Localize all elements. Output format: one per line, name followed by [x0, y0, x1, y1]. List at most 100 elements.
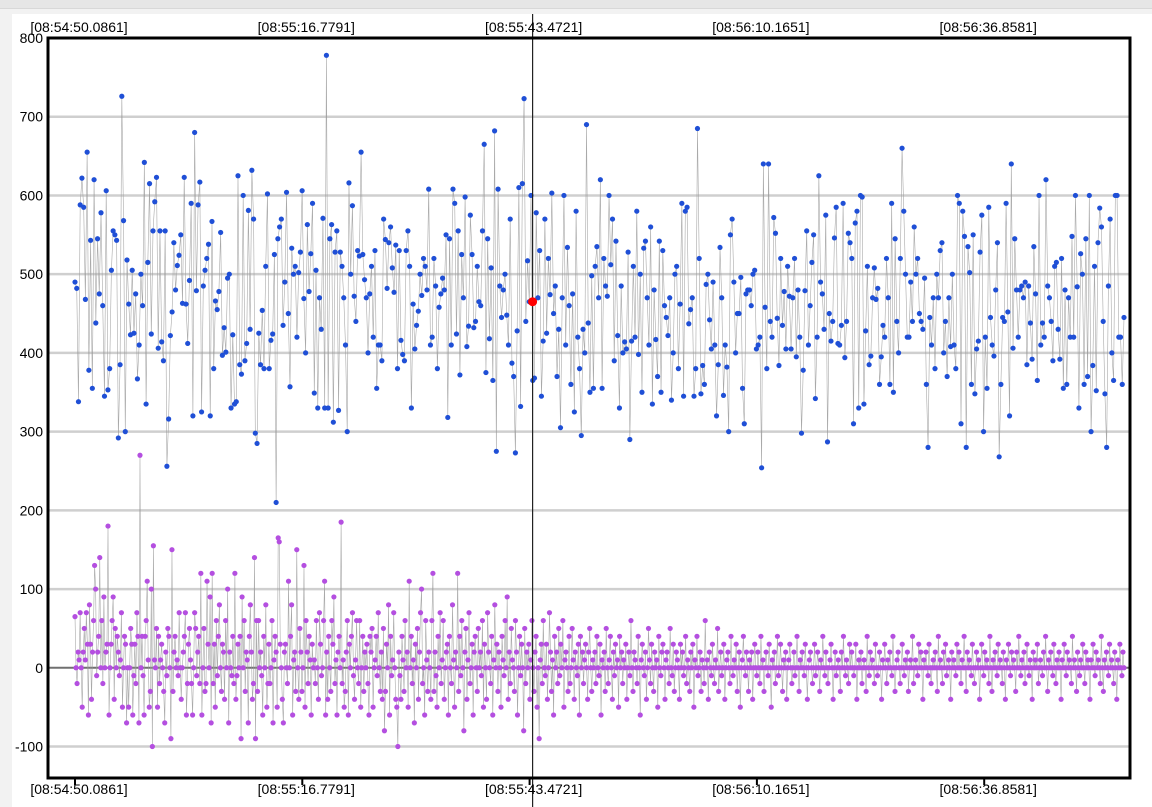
series-0-point[interactable] [472, 318, 479, 325]
series-1-point[interactable] [728, 633, 734, 639]
series-1-point[interactable] [1119, 673, 1125, 679]
series-0-point[interactable] [606, 192, 612, 199]
series-0-point[interactable] [894, 318, 900, 325]
series-1-point[interactable] [910, 680, 917, 687]
series-1-point[interactable] [237, 633, 243, 639]
series-1-point[interactable] [774, 633, 781, 639]
series-0-point[interactable] [1017, 287, 1023, 293]
series-1-point[interactable] [418, 586, 425, 592]
series-1-point[interactable] [727, 680, 733, 687]
series-1-point[interactable] [874, 673, 881, 679]
series-1-point[interactable] [371, 665, 377, 671]
series-0-point[interactable] [979, 212, 985, 218]
series-1-point[interactable] [746, 657, 753, 663]
series-1-point[interactable] [130, 712, 136, 718]
series-0-point[interactable] [1029, 356, 1035, 362]
series-1-point[interactable] [979, 641, 985, 647]
series-1-point[interactable] [222, 617, 229, 624]
series-0-point[interactable] [946, 295, 952, 301]
series-1-point[interactable] [276, 539, 282, 545]
series-1-point[interactable] [946, 657, 952, 663]
series-1-point[interactable] [379, 696, 385, 702]
series-1-point[interactable] [436, 665, 442, 671]
series-0-point[interactable] [252, 430, 258, 436]
series-1-point[interactable] [705, 696, 711, 702]
series-1-point[interactable] [340, 657, 346, 663]
series-0-point[interactable] [150, 228, 156, 234]
series-0-point[interactable] [1020, 295, 1027, 301]
series-1-point[interactable] [317, 641, 324, 647]
series-1-point[interactable] [148, 586, 154, 592]
series-1-point[interactable] [1000, 649, 1006, 655]
series-1-point[interactable] [716, 688, 722, 695]
series-0-point[interactable] [438, 291, 444, 297]
series-0-point[interactable] [81, 204, 87, 210]
series-1-point[interactable] [79, 704, 85, 710]
series-0-point[interactable] [256, 330, 262, 336]
series-1-point[interactable] [1027, 657, 1033, 663]
series-0-point[interactable] [875, 285, 881, 291]
series-0-point[interactable] [906, 334, 912, 340]
series-0-point[interactable] [549, 190, 555, 196]
series-0-point[interactable] [660, 247, 666, 254]
series-0-point[interactable] [415, 308, 421, 314]
series-0-point[interactable] [746, 287, 753, 293]
series-0-point[interactable] [157, 228, 163, 234]
series-0-point[interactable] [726, 429, 732, 435]
series-1-point[interactable] [424, 657, 430, 663]
series-0-point[interactable] [949, 271, 955, 277]
series-0-point[interactable] [1015, 334, 1021, 340]
series-0-point[interactable] [223, 349, 229, 355]
series-0-point[interactable] [871, 265, 877, 271]
series-1-point[interactable] [272, 633, 278, 639]
series-1-point[interactable] [679, 649, 686, 655]
series-1-point[interactable] [921, 657, 927, 663]
series-0-point[interactable] [582, 350, 588, 356]
series-0-point[interactable] [958, 421, 964, 427]
series-1-point[interactable] [123, 720, 130, 726]
series-1-point[interactable] [708, 673, 715, 679]
series-0-point[interactable] [623, 346, 629, 352]
series-1-point[interactable] [939, 680, 946, 687]
series-0-point[interactable] [382, 236, 388, 243]
series-0-point[interactable] [923, 381, 929, 387]
series-0-point[interactable] [394, 366, 401, 372]
series-0-point[interactable] [1053, 259, 1059, 265]
series-1-point[interactable] [128, 625, 134, 632]
series-1-point[interactable] [486, 649, 492, 655]
series-1-point[interactable] [305, 680, 311, 687]
series-1-point[interactable] [132, 641, 138, 647]
series-0-point[interactable] [348, 271, 354, 277]
series-0-point[interactable] [1064, 381, 1070, 387]
series-0-point[interactable] [507, 216, 513, 222]
series-1-point[interactable] [703, 665, 709, 671]
series-1-point[interactable] [215, 633, 221, 639]
series-1-point[interactable] [926, 641, 932, 647]
series-0-point[interactable] [1031, 244, 1037, 250]
series-0-point[interactable] [448, 342, 454, 348]
series-0-point[interactable] [712, 342, 718, 348]
series-0-point[interactable] [759, 465, 765, 471]
series-1-point[interactable] [389, 673, 395, 679]
series-1-point[interactable] [909, 633, 916, 639]
series-1-point[interactable] [304, 649, 310, 655]
series-1-point[interactable] [628, 617, 634, 624]
series-1-point[interactable] [598, 712, 604, 718]
series-0-point[interactable] [974, 346, 980, 352]
series-1-point[interactable] [244, 657, 250, 663]
series-0-point[interactable] [471, 325, 477, 331]
series-0-point[interactable] [1008, 161, 1014, 167]
series-0-point[interactable] [970, 232, 976, 238]
series-1-point[interactable] [147, 688, 153, 695]
series-1-point[interactable] [378, 649, 384, 655]
series-1-point[interactable] [739, 657, 745, 663]
series-1-point[interactable] [510, 665, 516, 671]
series-1-point[interactable] [646, 657, 653, 663]
series-0-point[interactable] [854, 208, 860, 214]
series-0-point[interactable] [285, 310, 291, 317]
series-1-point[interactable] [280, 720, 286, 726]
series-0-point[interactable] [998, 381, 1004, 387]
series-0-point[interactable] [830, 318, 836, 325]
series-0-point[interactable] [715, 362, 721, 368]
series-1-point[interactable] [902, 657, 908, 663]
